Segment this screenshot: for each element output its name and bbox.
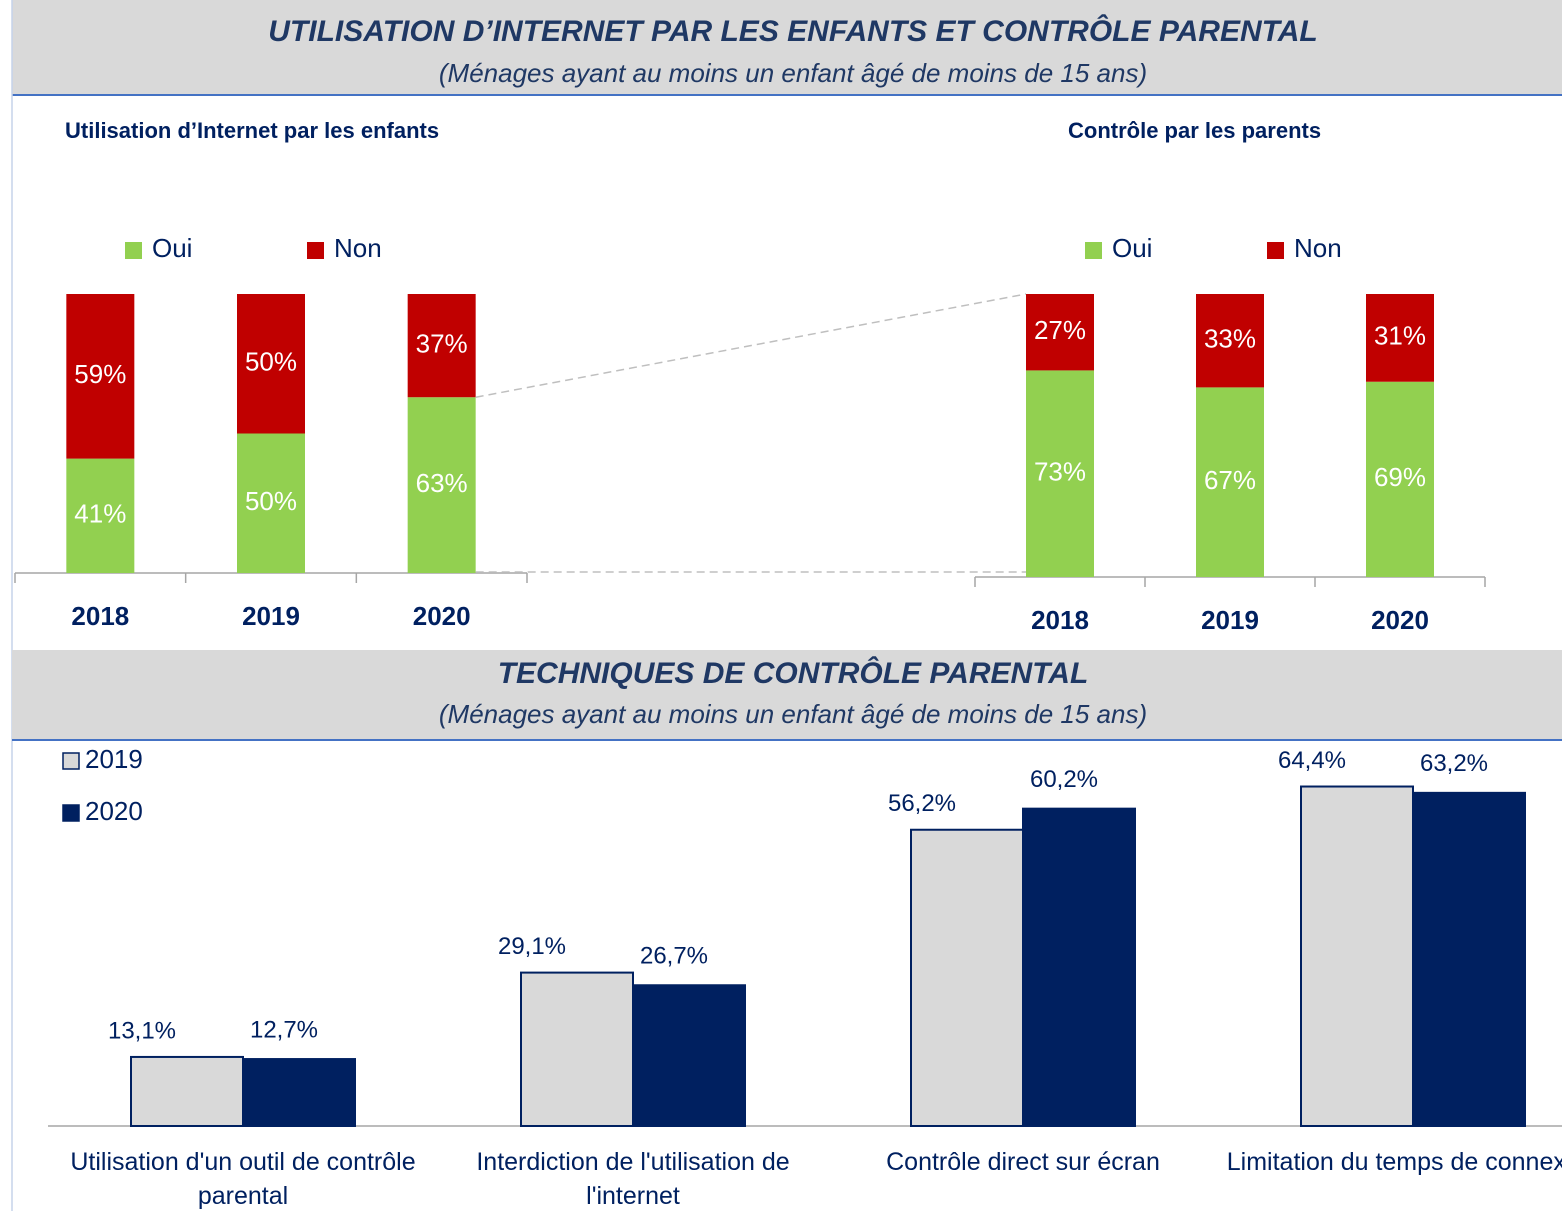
data-label: 50% <box>245 347 297 377</box>
data-label: 29,1% <box>498 933 566 960</box>
data-label: 33% <box>1204 324 1256 354</box>
chart-title: Utilisation d’Internet par les enfants <box>65 118 439 143</box>
bar-segment <box>407 397 476 573</box>
data-label: 67% <box>1204 465 1256 495</box>
data-label: 13,1% <box>108 1017 176 1044</box>
legend-swatch <box>1267 242 1284 259</box>
x-tick-label: 2019 <box>1201 605 1259 635</box>
data-label: 12,7% <box>250 1016 318 1043</box>
bar-segment <box>66 294 135 459</box>
bar-segment <box>1026 294 1094 371</box>
legend-swatch <box>62 804 80 822</box>
data-label: 26,7% <box>640 943 708 970</box>
bar-segment <box>237 433 305 573</box>
legend-swatch <box>307 242 324 259</box>
x-tick-label: Contrôle direct sur écran <box>886 1148 1160 1176</box>
bar-segment <box>66 458 135 573</box>
bar <box>520 971 634 1128</box>
header-bg <box>12 0 1562 95</box>
legend-label: Oui <box>152 233 192 263</box>
bar <box>632 984 746 1128</box>
x-tick-label: 2020 <box>1371 605 1429 635</box>
header-bg <box>12 650 1562 740</box>
data-label: 69% <box>1374 462 1426 492</box>
legend-swatch <box>62 752 80 770</box>
data-label: 37% <box>416 328 468 358</box>
x-tick-label: Interdiction de l'utilisation de l'inter… <box>476 1148 790 1210</box>
section-title: UTILISATION D’INTERNET PAR LES ENFANTS E… <box>268 14 1317 48</box>
data-label: 31% <box>1374 321 1426 351</box>
data-label: 73% <box>1034 457 1086 487</box>
legend-label: Oui <box>1112 233 1152 263</box>
x-tick-label: 2018 <box>1031 605 1089 635</box>
legend-label: Non <box>1294 233 1342 263</box>
data-label: 56,2% <box>888 790 956 817</box>
legend-label: Non <box>334 233 382 263</box>
bar <box>1022 807 1136 1127</box>
legend-swatch <box>1085 242 1102 259</box>
bar-segment <box>1366 381 1434 577</box>
bar-segment <box>1196 294 1264 388</box>
data-label: 59% <box>74 359 126 389</box>
bar-segment <box>1196 387 1264 577</box>
bar <box>1300 785 1414 1128</box>
legend-label: 2020 <box>85 796 143 826</box>
bar <box>1412 791 1526 1127</box>
data-label: 63% <box>416 468 468 498</box>
section-title: TECHNIQUES DE CONTRÔLE PARENTAL <box>498 656 1089 690</box>
bar <box>910 828 1024 1127</box>
bar-segment <box>1366 294 1434 382</box>
legend-swatch <box>125 242 142 259</box>
bar <box>130 1055 244 1128</box>
legend-label: 2019 <box>85 744 143 774</box>
x-tick-label: 2019 <box>242 601 300 631</box>
bar-segment <box>407 294 476 398</box>
x-tick-label: 2020 <box>413 601 471 631</box>
x-tick-label: 2018 <box>71 601 129 631</box>
x-tick-label: Utilisation d'un outil de contrôle paren… <box>70 1148 416 1210</box>
connector <box>475 293 1027 398</box>
data-label: 60,2% <box>1030 766 1098 793</box>
data-label: 64,4% <box>1278 747 1346 774</box>
data-label: 63,2% <box>1420 750 1488 777</box>
bar-segment <box>1026 370 1094 577</box>
section-subtitle: (Ménages ayant au moins un enfant âgé de… <box>439 58 1147 88</box>
section-subtitle: (Ménages ayant au moins un enfant âgé de… <box>439 699 1147 729</box>
bar-segment <box>237 294 305 434</box>
bar <box>242 1058 356 1127</box>
data-label: 50% <box>245 486 297 516</box>
data-label: 27% <box>1034 315 1086 345</box>
x-tick-label: Limitation du temps de connexion <box>1226 1148 1562 1176</box>
data-label: 41% <box>74 499 126 529</box>
chart-title: Contrôle par les parents <box>1068 118 1321 143</box>
